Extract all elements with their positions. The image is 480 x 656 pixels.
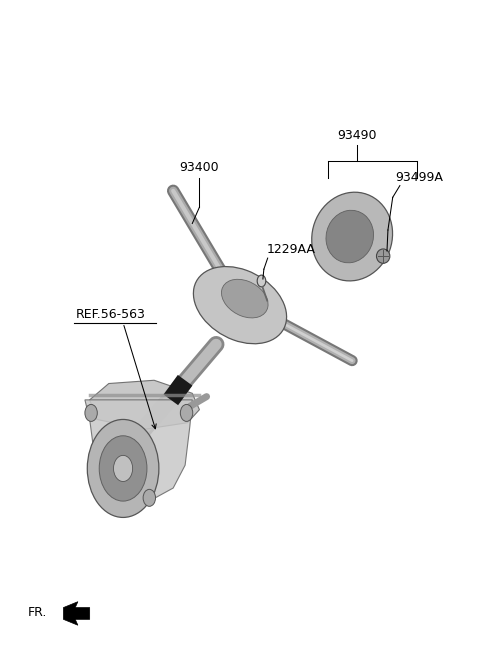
Circle shape — [257, 275, 266, 287]
Ellipse shape — [326, 211, 373, 263]
Text: 93499A: 93499A — [395, 171, 443, 184]
Polygon shape — [85, 400, 192, 501]
Circle shape — [85, 405, 97, 421]
Text: FR.: FR. — [28, 605, 47, 619]
Circle shape — [87, 419, 159, 518]
Text: REF.56-563: REF.56-563 — [75, 308, 145, 321]
Ellipse shape — [193, 266, 287, 344]
Ellipse shape — [221, 279, 268, 318]
Polygon shape — [63, 602, 90, 625]
Ellipse shape — [376, 249, 390, 263]
Text: 93400: 93400 — [180, 161, 219, 174]
Circle shape — [143, 489, 156, 506]
Circle shape — [99, 436, 147, 501]
Polygon shape — [90, 380, 199, 429]
Text: 93490: 93490 — [337, 129, 377, 142]
Text: 1229AA: 1229AA — [266, 243, 315, 256]
Circle shape — [180, 405, 193, 421]
Circle shape — [114, 455, 132, 482]
Ellipse shape — [312, 192, 393, 281]
